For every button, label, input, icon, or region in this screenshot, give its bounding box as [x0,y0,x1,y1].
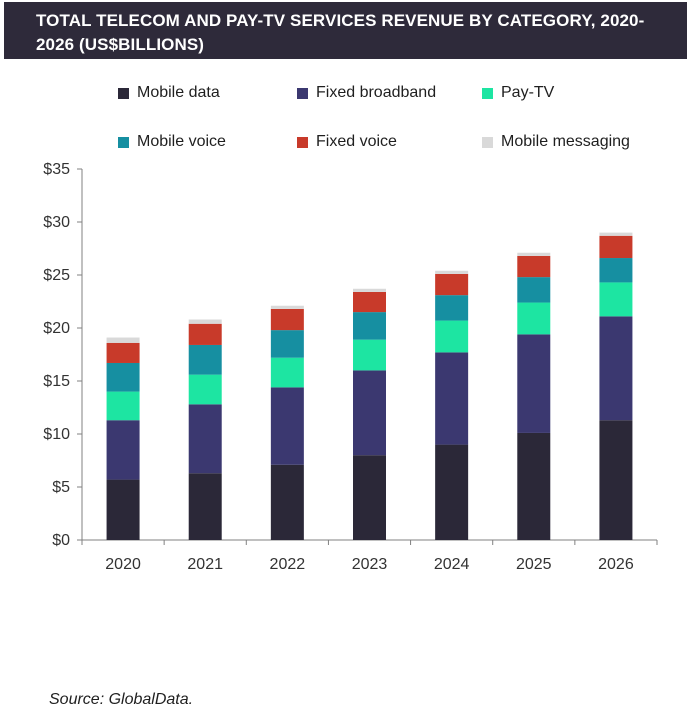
bar-pay-tv-2026 [599,282,633,317]
legend-label: Fixed broadband [316,84,437,101]
bar-mobile-data-2021 [188,473,222,540]
y-tick-label: $30 [43,214,70,231]
legend-swatch [482,87,493,99]
bar-mobile-voice-2024 [435,295,469,321]
bar-mobile-voice-2026 [599,258,633,283]
bar-fixed-voice-2026 [599,235,633,259]
legend-swatch [118,136,129,148]
bar-mobile-messaging-2023 [353,288,386,292]
legend-item-mobile-voice: Mobile voice [118,133,226,151]
bar-fixed-voice-2025 [517,255,551,278]
legend-swatch [297,87,308,99]
x-tick-label: 2023 [352,556,388,573]
legend-label: Mobile data [137,84,220,101]
legend-item-pay-tv: Pay-TV [482,84,554,102]
y-tick-label: $15 [43,373,70,390]
legend-swatch [118,87,129,99]
bar-mobile-voice-2023 [353,312,386,340]
source-note: Source: GlobalData. [49,691,194,708]
bar-mobile-data-2020 [106,479,140,540]
bar-fixed-broadband-2026 [599,316,633,421]
bar-fixed-broadband-2024 [435,352,469,445]
bar-mobile-data-2023 [353,455,386,540]
legend-label: Mobile messaging [501,133,630,150]
x-tick-label: 2025 [516,556,552,573]
bar-fixed-voice-2024 [435,273,469,296]
title-bar: TOTAL TELECOM AND PAY-TV SERVICES REVENU… [4,2,687,59]
bar-fixed-broadband-2022 [270,387,304,465]
bar-fixed-voice-2020 [106,342,140,363]
chart-title: TOTAL TELECOM AND PAY-TV SERVICES REVENU… [36,11,645,54]
bar-fixed-broadband-2020 [106,420,140,480]
y-tick-label: $25 [43,267,70,284]
bar-mobile-voice-2020 [106,362,140,392]
bar-pay-tv-2022 [270,357,304,388]
bar-pay-tv-2020 [106,391,140,421]
legend: Mobile data Fixed broadband Pay-TV Mobile v… [0,76,691,166]
bar-mobile-data-2025 [517,432,551,540]
bar-fixed-voice-2023 [353,291,386,313]
x-tick-label: 2020 [105,556,141,573]
bar-fixed-voice-2021 [188,323,222,345]
bar-mobile-messaging-2021 [188,319,222,324]
x-tick-label: 2026 [598,556,634,573]
legend-label: Pay-TV [501,84,555,101]
bar-pay-tv-2021 [188,374,222,405]
legend-label: Fixed voice [316,133,397,150]
bar-fixed-voice-2022 [270,308,304,331]
legend-item-fixed-voice: Fixed voice [297,133,397,151]
bar-mobile-messaging-2022 [270,305,304,309]
bar-mobile-voice-2025 [517,277,551,303]
bar-mobile-data-2022 [270,464,304,540]
bar-pay-tv-2024 [435,320,469,353]
y-tick-label: $20 [43,320,70,337]
bar-pay-tv-2023 [353,339,386,371]
legend-label: Mobile voice [137,133,226,150]
bar-mobile-data-2024 [435,444,469,540]
bar-mobile-messaging-2026 [599,232,633,236]
x-tick-label: 2021 [187,556,223,573]
bar-mobile-voice-2021 [188,344,222,375]
y-tick-label: $35 [43,161,70,178]
y-tick-label: $10 [43,426,70,443]
y-tick-label: $5 [52,479,70,496]
bar-mobile-messaging-2024 [435,270,469,274]
bar-mobile-messaging-2020 [106,337,140,343]
legend-swatch [482,136,493,148]
y-tick-label: $0 [52,532,70,549]
legend-item-fixed-broadband: Fixed broadband [297,84,436,102]
bar-fixed-broadband-2025 [517,334,551,433]
bar-mobile-data-2026 [599,420,633,540]
bar-fixed-broadband-2023 [353,370,386,456]
legend-swatch [297,136,308,148]
x-tick-label: 2024 [434,556,470,573]
x-tick-label: 2022 [270,556,306,573]
bar-mobile-voice-2022 [270,330,304,358]
bar-fixed-broadband-2021 [188,404,222,474]
bar-mobile-messaging-2025 [517,252,551,256]
bar-pay-tv-2025 [517,302,551,335]
legend-item-mobile-data: Mobile data [118,84,220,102]
legend-item-mobile-messaging: Mobile messaging [482,133,630,151]
